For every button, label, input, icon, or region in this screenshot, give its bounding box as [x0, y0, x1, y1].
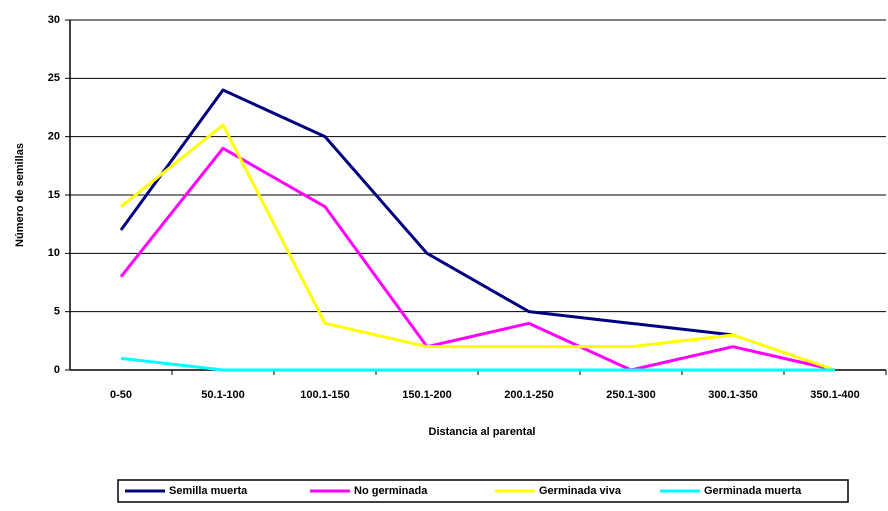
legend-label: No germinada [354, 485, 428, 497]
x-tick-label: 100.1-150 [300, 389, 350, 401]
legend-label: Germinada muerta [704, 485, 802, 497]
x-tick-label: 350.1-400 [810, 389, 860, 401]
x-tick-label: 200.1-250 [504, 389, 554, 401]
legend-box [117, 479, 849, 503]
y-tick-label: 0 [54, 364, 60, 376]
series-line [120, 356, 835, 372]
x-tick-label: 0-50 [110, 389, 132, 401]
series-line [119, 88, 734, 337]
y-axis-label: Número de semillas [14, 143, 26, 247]
y-tick-label: 25 [48, 72, 60, 84]
x-tick-label: 300.1-350 [708, 389, 758, 401]
x-axis-label: Distancia al parental [429, 426, 536, 438]
legend-label: Semilla muerta [169, 485, 248, 497]
y-tick-label: 20 [48, 131, 60, 143]
y-tick-label: 10 [48, 247, 60, 259]
y-tick-label: 5 [54, 306, 60, 318]
series-line [120, 123, 836, 372]
y-tick-label: 30 [48, 14, 60, 26]
legend-label: Germinada viva [539, 485, 622, 497]
x-tick-label: 50.1-100 [201, 389, 244, 401]
y-tick-label: 15 [48, 189, 60, 201]
x-tick-label: 150.1-200 [402, 389, 452, 401]
x-tick-label: 250.1-300 [606, 389, 656, 401]
